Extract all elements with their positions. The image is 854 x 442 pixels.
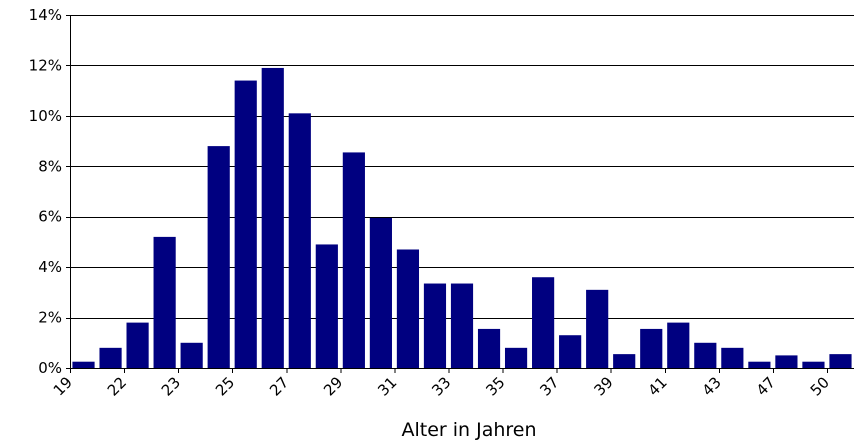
x-tick-label: 31 (374, 373, 400, 399)
y-tick-label: 12% (29, 56, 62, 74)
x-tick-label: 37 (536, 373, 562, 399)
x-tick-label: 22 (104, 373, 130, 399)
bar (802, 361, 825, 368)
bar (532, 277, 555, 368)
y-tick-label: 14% (29, 6, 62, 24)
y-tick-label: 6% (38, 208, 62, 226)
y-tick-labels: 0% 2% 4% 6% 8% 10% 12% 14% (29, 6, 62, 377)
bar (180, 342, 203, 368)
x-tick-label: 25 (212, 373, 238, 399)
bar (559, 335, 582, 368)
y-tick-label: 0% (38, 359, 62, 377)
bars (72, 67, 852, 368)
bar (640, 328, 663, 368)
bar (261, 67, 284, 368)
bar (288, 113, 311, 368)
x-axis-title: Alter in Jahren (401, 419, 536, 441)
bar (72, 361, 95, 368)
bar (423, 283, 447, 368)
bar (477, 328, 501, 368)
bar (504, 347, 528, 368)
x-tick-label: 39 (590, 373, 616, 399)
bar (315, 244, 338, 368)
x-tick-label: 29 (320, 373, 346, 399)
bar (234, 80, 257, 368)
bar (586, 289, 609, 368)
bar (99, 347, 122, 368)
x-tick-label: 23 (158, 373, 184, 399)
bar (450, 283, 474, 368)
axes (66, 15, 854, 373)
y-tick-label: 8% (38, 157, 62, 175)
x-tick-label: 41 (645, 373, 671, 399)
x-tick-label: 43 (699, 373, 725, 399)
y-tick-label: 10% (29, 107, 62, 125)
bar (153, 236, 176, 368)
bar (829, 354, 852, 368)
bar (369, 217, 392, 368)
y-tick-label: 4% (38, 258, 62, 276)
bar (775, 355, 798, 368)
x-tick-label: 33 (428, 373, 454, 399)
x-tick-label: 50 (807, 373, 833, 399)
x-tick-label: 19 (50, 373, 76, 399)
bar (342, 152, 365, 368)
gridlines (70, 15, 854, 319)
x-tick-label: 35 (482, 373, 508, 399)
bar (207, 146, 230, 368)
x-tick-label: 27 (266, 373, 292, 399)
bar (667, 322, 690, 368)
x-tick-labels: 19 22 23 25 27 29 31 33 35 37 39 41 43 47 50 (50, 373, 833, 399)
bar (694, 342, 717, 368)
x-tick-label: 47 (753, 373, 779, 399)
bar (613, 354, 636, 368)
bar (126, 322, 149, 368)
bar (721, 347, 744, 368)
bar (396, 249, 420, 368)
bar (748, 361, 771, 368)
y-tick-label: 2% (38, 309, 62, 327)
